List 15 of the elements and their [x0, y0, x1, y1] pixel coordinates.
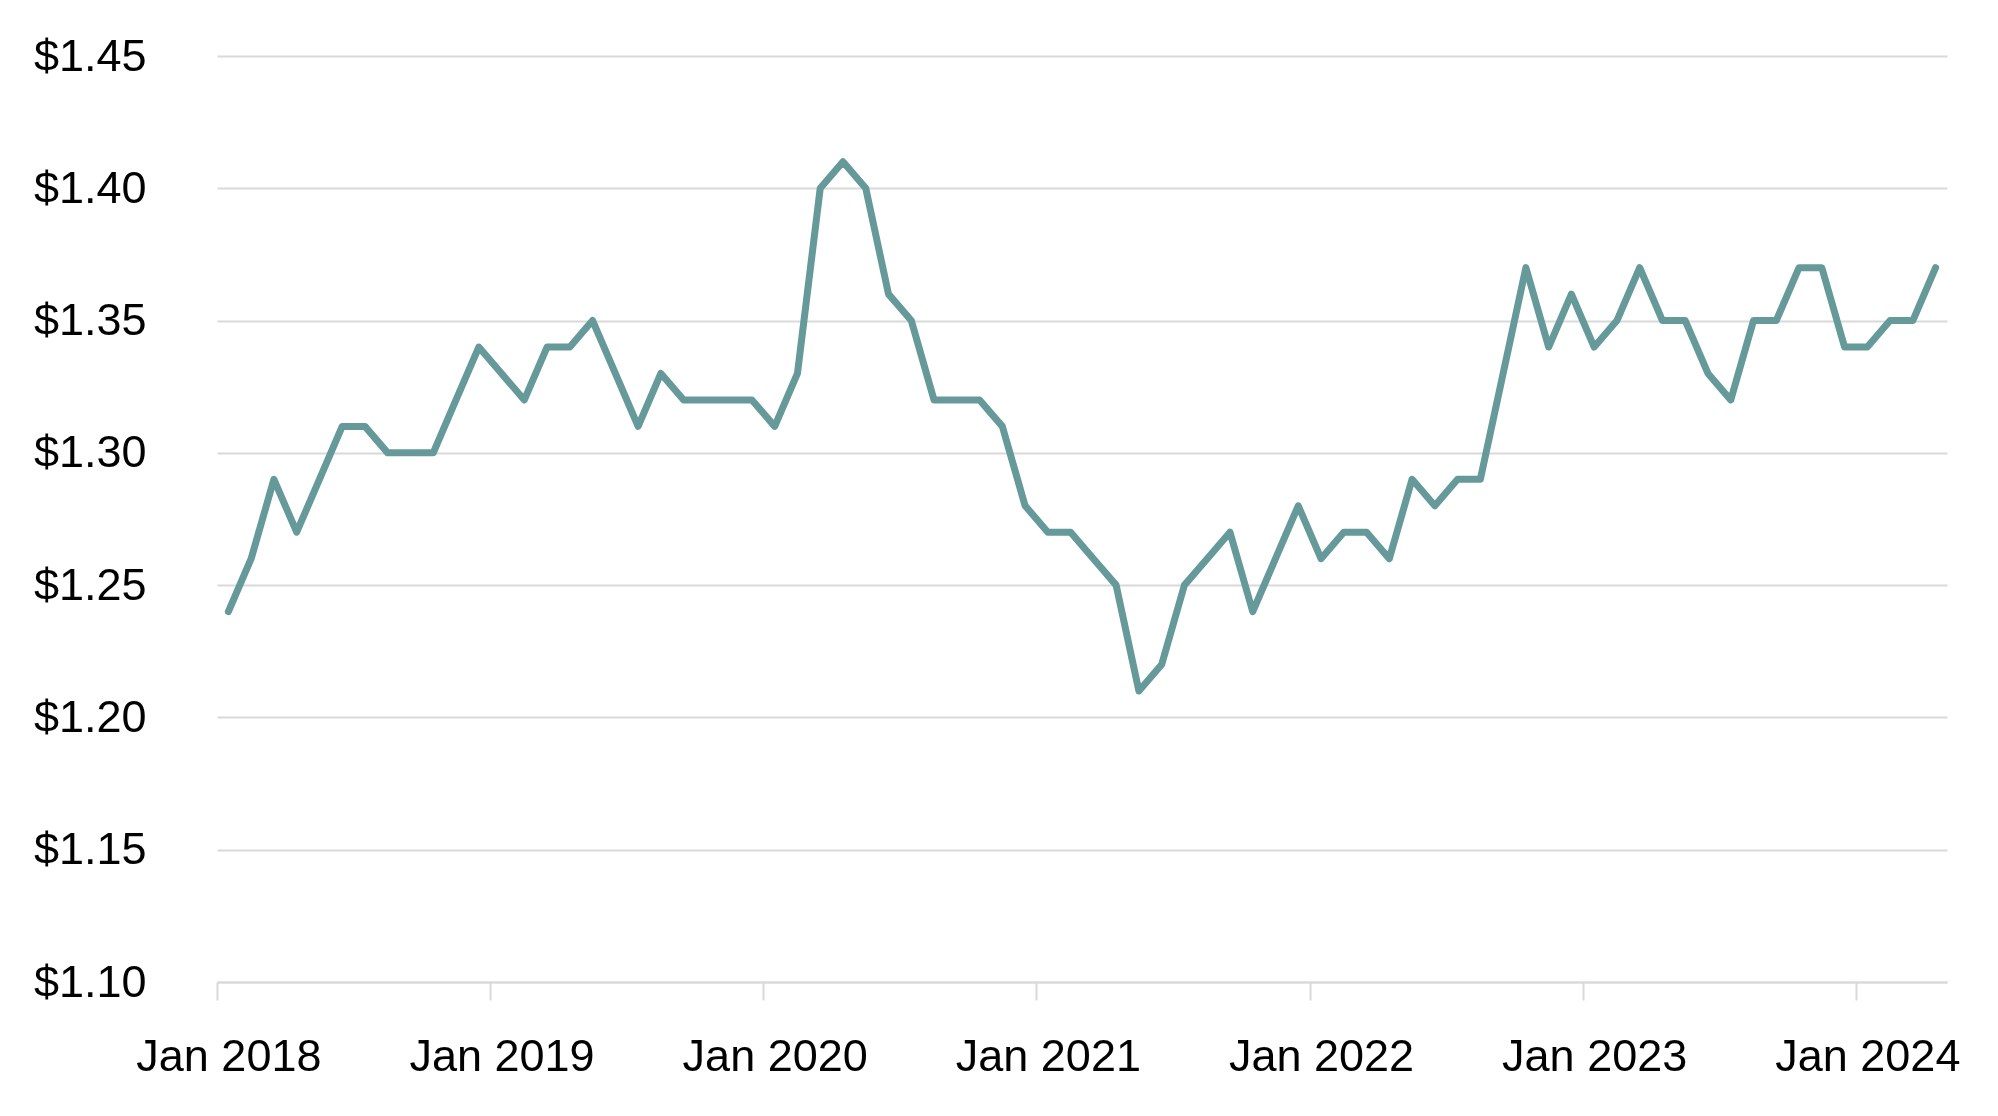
y-tick-label: $1.25	[33, 558, 147, 610]
y-tick-label: $1.30	[33, 426, 147, 478]
y-tick-label: $1.45	[33, 29, 147, 81]
y-tick-label: $1.20	[33, 690, 147, 742]
x-tick-label: Jan 2018	[136, 1029, 322, 1081]
x-tick-label: Jan 2019	[409, 1029, 595, 1081]
y-tick-label: $1.10	[33, 955, 147, 1007]
x-tick-label: Jan 2020	[682, 1029, 868, 1081]
x-tick-label: Jan 2023	[1502, 1029, 1688, 1081]
x-tick-label: Jan 2024	[1775, 1029, 1961, 1081]
y-tick-label: $1.15	[33, 823, 147, 875]
x-tick-label: Jan 2021	[955, 1029, 1141, 1081]
y-tick-label: $1.35	[33, 294, 147, 346]
x-tick-label: Jan 2022	[1228, 1029, 1415, 1081]
y-tick-label: $1.40	[33, 161, 147, 213]
